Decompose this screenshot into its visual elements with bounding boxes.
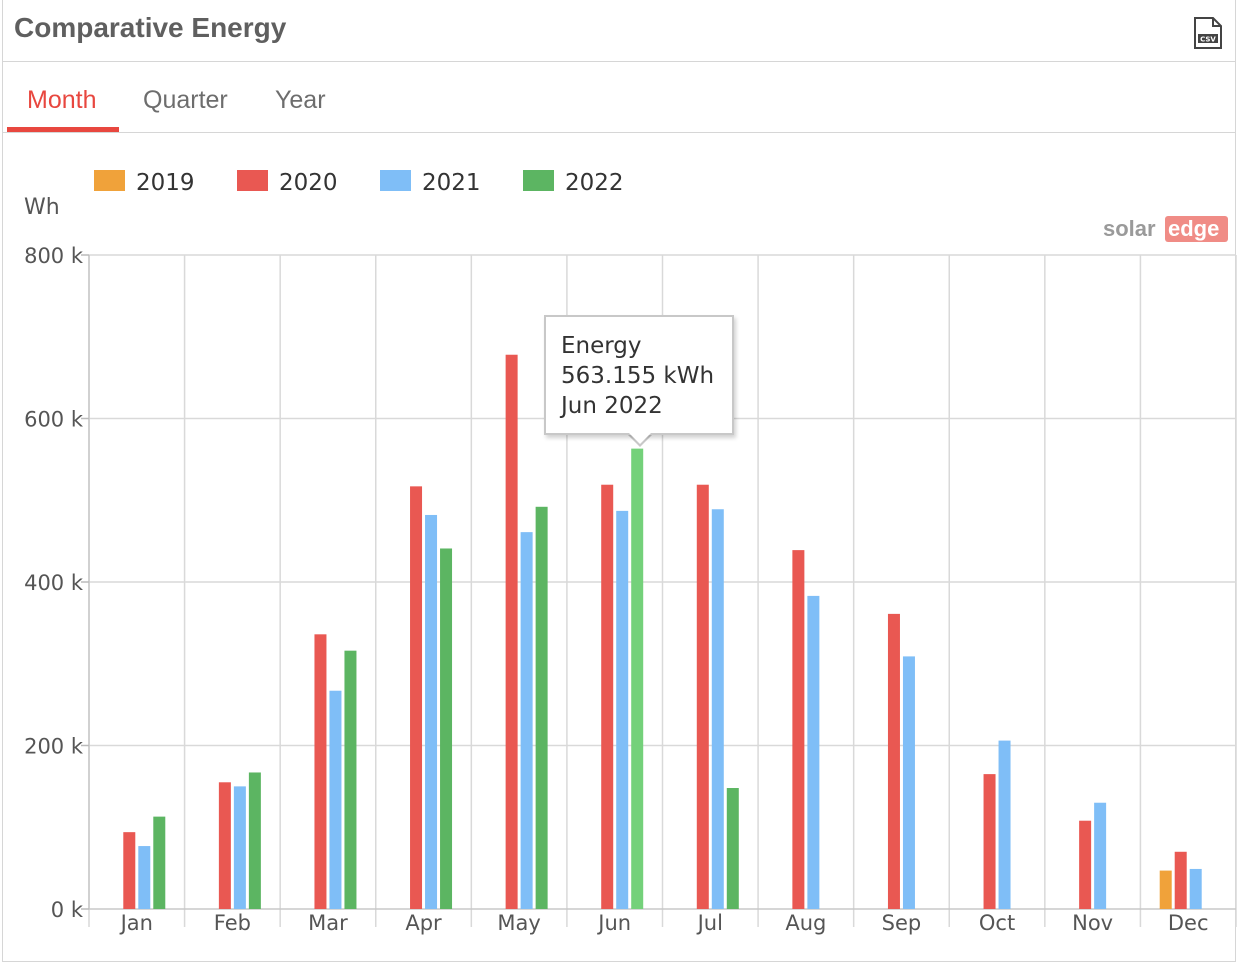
x-tick-label-dec: Dec (1168, 911, 1209, 935)
tooltip-title: Energy (561, 333, 642, 359)
bar-2020-may[interactable] (505, 354, 518, 909)
page-title: Comparative Energy (14, 12, 287, 43)
legend-swatch-2022[interactable] (523, 170, 554, 191)
tab-quarter[interactable]: Quarter (143, 86, 228, 114)
csv-icon-label: CSV (1200, 36, 1216, 44)
legend-label-2022[interactable]: 2022 (565, 170, 624, 196)
tooltip-period: Jun 2022 (561, 393, 663, 419)
y-axis-ticks: 0 k 200 k 400 k 600 k 800 k (24, 244, 89, 922)
y-tick-label: 0 k (51, 898, 84, 922)
tooltip-arrow-inner (628, 432, 652, 444)
bar-2020-jul[interactable] (696, 484, 709, 909)
bar-2021-nov[interactable] (1094, 802, 1107, 909)
bar-2020-oct[interactable] (983, 774, 996, 909)
x-tick-label-oct: Oct (979, 911, 1015, 935)
x-tick-label-jan: Jan (119, 911, 153, 935)
bar-2021-dec[interactable] (1189, 868, 1202, 909)
bar-2021-jan[interactable] (138, 846, 151, 909)
bar-2021-apr[interactable] (425, 514, 438, 909)
active-tab-indicator (7, 127, 119, 132)
bar-2020-nov[interactable] (1079, 820, 1092, 909)
tab-month[interactable]: Month (27, 86, 97, 114)
bar-2021-sep[interactable] (902, 656, 915, 909)
x-tick-label-aug: Aug (785, 911, 826, 935)
y-tick-label: 600 k (24, 408, 84, 432)
bar-2020-jun[interactable] (601, 484, 614, 909)
legend-swatch-2021[interactable] (380, 170, 411, 191)
legend-swatch-2019[interactable] (94, 170, 125, 191)
solaredge-logo: solar edge (1103, 216, 1228, 242)
bar-2020-aug[interactable] (792, 550, 805, 909)
bar-2021-feb[interactable] (233, 786, 246, 909)
panel-header: Comparative Energy CSV (3, 0, 1235, 62)
logo-solar-text: solar (1103, 216, 1156, 241)
x-tick-label-mar: Mar (308, 911, 348, 935)
x-tick-label-feb: Feb (214, 911, 251, 935)
bar-2020-jan[interactable] (123, 832, 136, 909)
csv-export-button[interactable]: CSV (1193, 16, 1223, 50)
bar-2020-dec[interactable] (1174, 851, 1187, 909)
bar-2020-sep[interactable] (887, 613, 900, 909)
x-tick-label-jul: Jul (696, 911, 723, 935)
tooltip-value: 563.155 kWh (561, 363, 715, 389)
bar-2022-may[interactable] (535, 506, 548, 909)
tab-year[interactable]: Year (275, 86, 326, 114)
bar-2019-dec[interactable] (1159, 870, 1172, 909)
y-tick-label: 400 k (24, 571, 84, 595)
y-tick-label: 800 k (24, 244, 84, 268)
x-tick-label-may: May (497, 911, 540, 935)
legend-swatch-2020[interactable] (237, 170, 268, 191)
bar-2021-jul[interactable] (711, 509, 724, 909)
chart-grid (88, 254, 1237, 927)
x-tick-label-nov: Nov (1072, 911, 1113, 935)
y-axis-label: Wh (24, 195, 60, 220)
bar-2020-feb[interactable] (218, 782, 231, 909)
csv-file-icon: CSV (1194, 17, 1222, 49)
bar-2022-jan[interactable] (153, 816, 166, 909)
bar-2021-oct[interactable] (998, 740, 1011, 909)
legend-label-2019[interactable]: 2019 (136, 170, 195, 196)
legend-label-2020[interactable]: 2020 (279, 170, 338, 196)
bar-2021-aug[interactable] (807, 595, 820, 909)
x-axis-ticks: Jan Feb Mar Apr May Jun Jul Aug Sep Oct Nov Dec (119, 911, 1209, 935)
bar-2022-jun[interactable] (631, 448, 644, 909)
bar-2021-jun[interactable] (616, 510, 629, 909)
logo-edge-text: edge (1168, 216, 1219, 241)
bar-2021-may[interactable] (520, 532, 533, 909)
bar-2022-mar[interactable] (344, 650, 357, 909)
chart-bars (123, 354, 1202, 909)
bar-2020-mar[interactable] (314, 634, 327, 909)
chart-legend: 2019 2020 2021 2022 (94, 170, 624, 196)
x-tick-label-jun: Jun (596, 911, 631, 935)
x-tick-label-sep: Sep (882, 911, 922, 935)
bar-tooltip: Energy 563.155 kWh Jun 2022 (544, 315, 734, 435)
bar-2021-mar[interactable] (329, 690, 342, 909)
y-tick-label: 200 k (24, 735, 84, 759)
period-tabs: Month Quarter Year (3, 62, 1235, 133)
legend-label-2021[interactable]: 2021 (422, 170, 481, 196)
bar-2022-jul[interactable] (726, 788, 739, 909)
x-tick-label-apr: Apr (405, 911, 442, 935)
bar-2022-apr[interactable] (440, 548, 453, 909)
bar-2020-apr[interactable] (410, 486, 423, 909)
bar-2022-feb[interactable] (248, 772, 261, 909)
